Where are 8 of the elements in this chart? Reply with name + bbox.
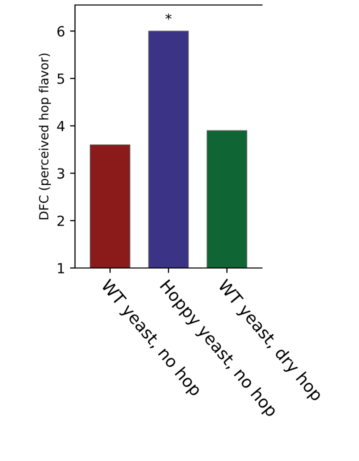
y-tick-label: 5 <box>58 74 64 84</box>
y-tick-label: 3 <box>58 168 64 179</box>
y-tick-label: 1 <box>58 263 64 274</box>
y-axis-title: DFC (perceived hop flavor) <box>38 54 51 220</box>
y-tick-label: 4 <box>57 120 64 132</box>
annotation: * <box>165 13 172 20</box>
y-tick-label: 2 <box>57 216 64 226</box>
y-tick-label: 6 <box>57 26 64 37</box>
